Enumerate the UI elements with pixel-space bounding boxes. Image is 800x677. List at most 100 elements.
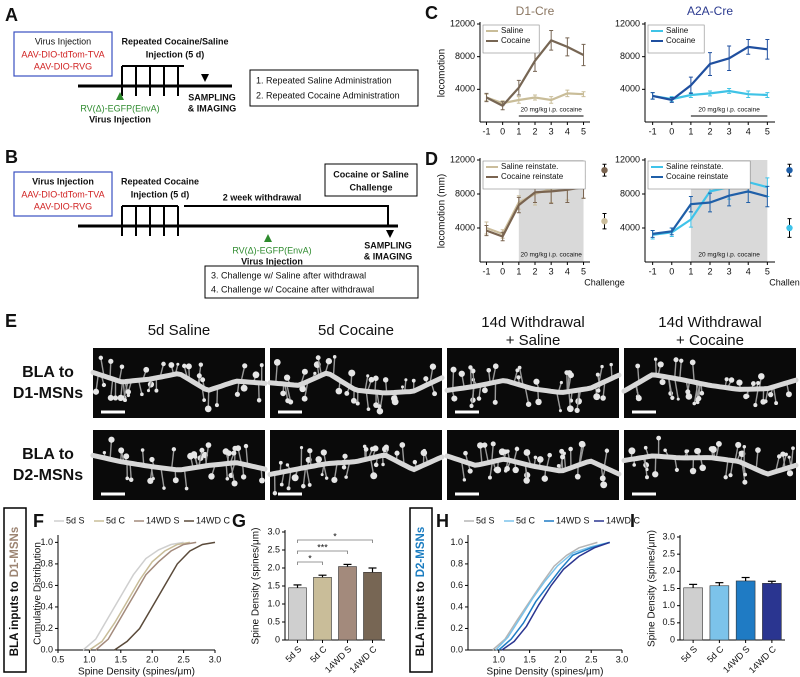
spine-head xyxy=(758,373,765,380)
panel-letter: A xyxy=(5,5,18,25)
error-cap xyxy=(533,94,537,101)
spine-head xyxy=(568,446,573,452)
spine-neck xyxy=(365,391,370,410)
injection-ticks xyxy=(121,205,389,236)
spine-head xyxy=(423,376,429,382)
micrograph-background xyxy=(624,430,796,500)
x-tick-label: -1 xyxy=(649,266,657,276)
significance-bracket xyxy=(297,539,373,543)
spine-neck xyxy=(724,459,729,478)
injection-ticks xyxy=(121,65,184,96)
spine-neck xyxy=(469,367,473,387)
spine-head xyxy=(399,442,406,448)
spine-head xyxy=(185,363,192,370)
y-axis-label: Spine Density (spines/μm) xyxy=(647,530,658,647)
spine-head xyxy=(204,405,212,413)
x-tick-label: 1.5 xyxy=(523,654,536,664)
y-tick-label: 0.5 xyxy=(267,616,280,626)
spine-head xyxy=(547,452,552,458)
spine-head xyxy=(119,364,125,369)
spine-head xyxy=(256,398,262,403)
spine-head xyxy=(118,447,125,454)
spine-head xyxy=(462,478,467,482)
x-tick-label: 4 xyxy=(746,266,751,276)
spine-head xyxy=(196,373,202,379)
y-tick-label: 12000 xyxy=(615,154,640,164)
series-line xyxy=(492,541,598,651)
series-line xyxy=(486,38,584,108)
spine-head xyxy=(151,477,155,481)
spine-head xyxy=(243,443,249,449)
challenge-label: Challenge xyxy=(584,277,625,287)
spine-head xyxy=(659,379,666,386)
spine-head xyxy=(755,447,761,453)
spine-head xyxy=(516,375,521,380)
legend-label: Cocaine reinstate xyxy=(666,172,729,181)
error-cap xyxy=(787,163,792,177)
series-line xyxy=(652,190,768,235)
spine-head xyxy=(537,456,544,463)
challenge-point xyxy=(786,167,793,174)
error-cap xyxy=(602,213,607,230)
legend-label: 5d S xyxy=(476,515,495,525)
spine-head xyxy=(332,355,337,359)
x-tick-label: 0 xyxy=(669,266,674,276)
spine-head xyxy=(689,359,696,366)
spine-head xyxy=(567,372,574,379)
condition: 4. Challenge w/ Cocaine after withdrawal xyxy=(211,284,374,294)
error-cap xyxy=(746,90,751,98)
spine-neck xyxy=(129,463,132,480)
condition: 2. Repeated Cocaine Administration xyxy=(256,90,400,100)
bar xyxy=(735,580,756,641)
significance-label: *** xyxy=(317,542,328,552)
sampling-label: & IMAGING xyxy=(188,103,237,113)
error-cap xyxy=(565,37,570,57)
spine-head xyxy=(596,388,601,393)
x-tick-label: 4 xyxy=(565,126,570,136)
virus-marker xyxy=(116,92,124,100)
legend-box xyxy=(482,24,540,54)
x-axis-label: Spine Density (spines/μm) xyxy=(78,667,195,677)
spine-head xyxy=(751,381,756,386)
injection-label: Repeated Cocaine/Saline xyxy=(121,36,228,46)
spine-head xyxy=(348,369,356,377)
spine-head xyxy=(252,371,260,379)
spine-head xyxy=(699,464,706,472)
legend-label: 14WD S xyxy=(146,515,180,525)
y-tick-label: 0.4 xyxy=(40,601,53,611)
row-label: D1-MSNs xyxy=(13,385,83,402)
spine-head xyxy=(692,401,697,406)
spine-head xyxy=(564,370,570,376)
error-cap xyxy=(708,52,712,76)
spine-neck xyxy=(470,386,475,407)
spine-neck xyxy=(772,386,777,404)
dendrite xyxy=(621,372,799,394)
spine-head xyxy=(140,448,145,452)
spine-head xyxy=(279,482,284,487)
x-tick-label: 2 xyxy=(532,126,537,136)
spine-head xyxy=(394,450,400,456)
spine-head xyxy=(656,435,662,441)
spine-head xyxy=(208,473,215,480)
injection-label: Injection (5 d) xyxy=(131,189,190,199)
legend-label: Cocaine reinstate xyxy=(501,172,564,181)
spine-head xyxy=(377,404,382,409)
box-title: Virus Injection xyxy=(32,176,94,186)
spine-neck xyxy=(578,444,583,465)
spine-head xyxy=(676,397,680,401)
spine-head xyxy=(600,395,606,401)
spine-neck xyxy=(110,378,114,398)
spine-neck xyxy=(524,386,530,405)
legend-box xyxy=(647,160,751,190)
spine-head xyxy=(696,395,702,402)
spine-neck xyxy=(284,383,289,401)
spine-head xyxy=(102,450,107,455)
spine-neck xyxy=(197,450,203,468)
spine-head xyxy=(315,355,321,361)
spine-head xyxy=(123,398,127,403)
legend-label: 14WD S xyxy=(556,515,590,525)
spine-head xyxy=(382,377,389,383)
spine-neck xyxy=(160,467,165,489)
error-cap xyxy=(708,90,712,97)
spine-neck xyxy=(401,444,405,465)
